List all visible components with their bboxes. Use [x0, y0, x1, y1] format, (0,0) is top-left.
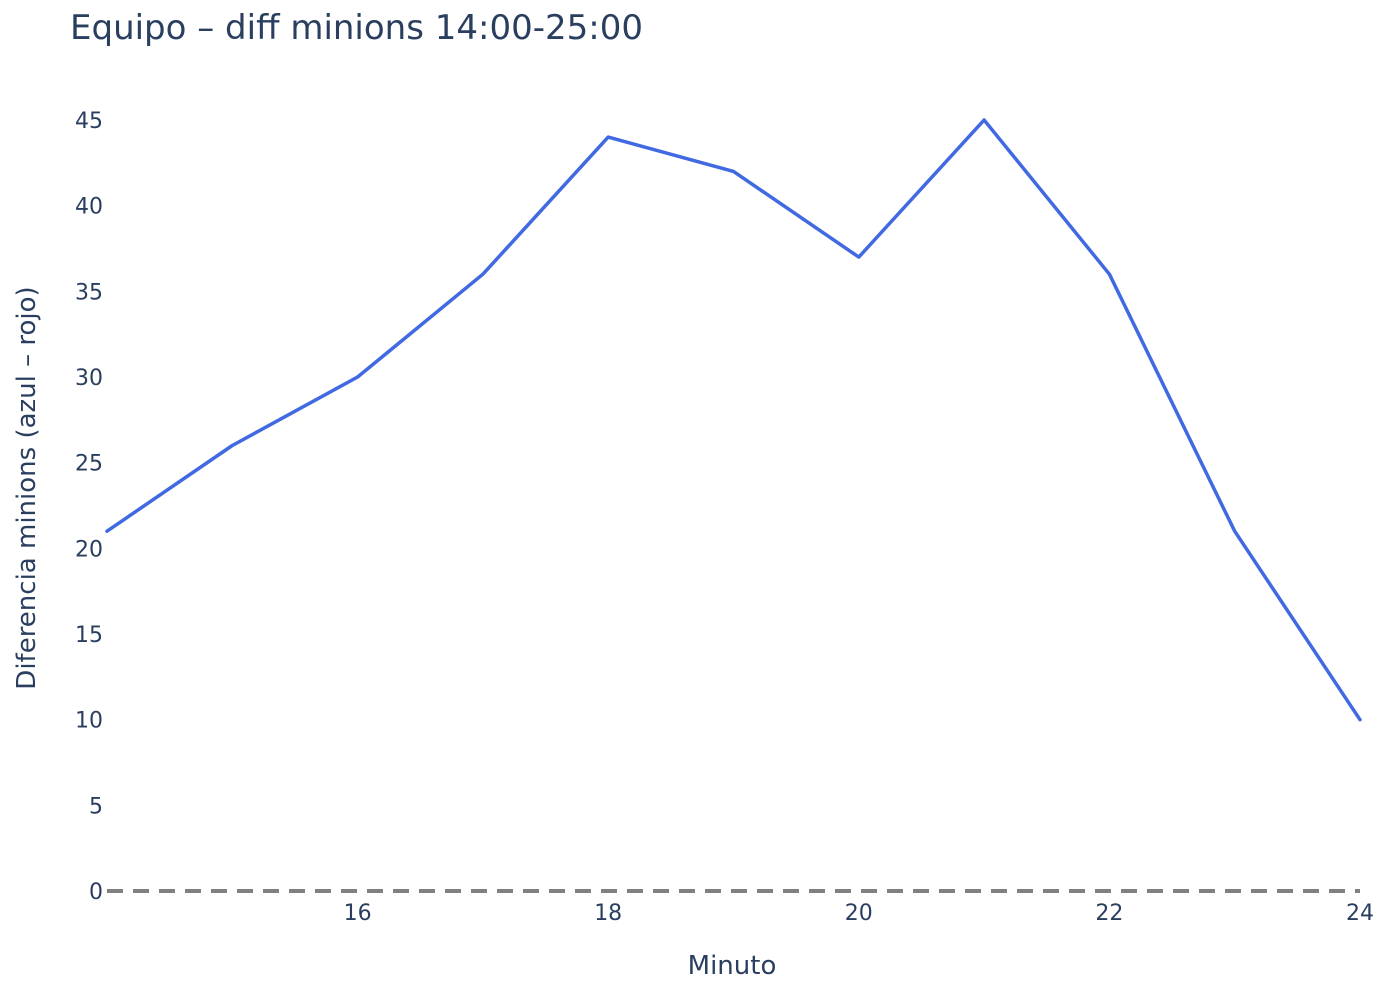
y-tick-label: 30 — [75, 366, 103, 391]
y-tick-label: 40 — [75, 195, 103, 220]
x-axis-label: Minuto — [688, 951, 777, 981]
chart-title: Equipo – diff minions 14:00-25:00 — [70, 8, 643, 48]
y-tick-label: 0 — [89, 880, 103, 905]
x-tick-label: 18 — [594, 901, 622, 926]
y-tick-label: 5 — [89, 794, 103, 819]
y-tick-label: 45 — [75, 109, 103, 134]
x-tick-label: 16 — [344, 901, 372, 926]
y-axis-label: Diferencia minions (azul – rojo) — [12, 286, 42, 689]
y-tick-label: 10 — [75, 709, 103, 734]
x-axis-ticks: 16 18 20 22 24 — [344, 901, 1374, 926]
y-tick-label: 35 — [75, 280, 103, 305]
y-tick-label: 25 — [75, 452, 103, 477]
x-tick-label: 20 — [845, 901, 873, 926]
x-tick-label: 22 — [1095, 901, 1123, 926]
series-line — [105, 118, 1362, 722]
y-tick-label: 15 — [75, 623, 103, 648]
x-tick-label: 24 — [1346, 901, 1374, 926]
y-tick-label: 20 — [75, 537, 103, 562]
y-axis-ticks: 0 5 10 15 20 25 30 35 40 45 — [75, 109, 103, 905]
